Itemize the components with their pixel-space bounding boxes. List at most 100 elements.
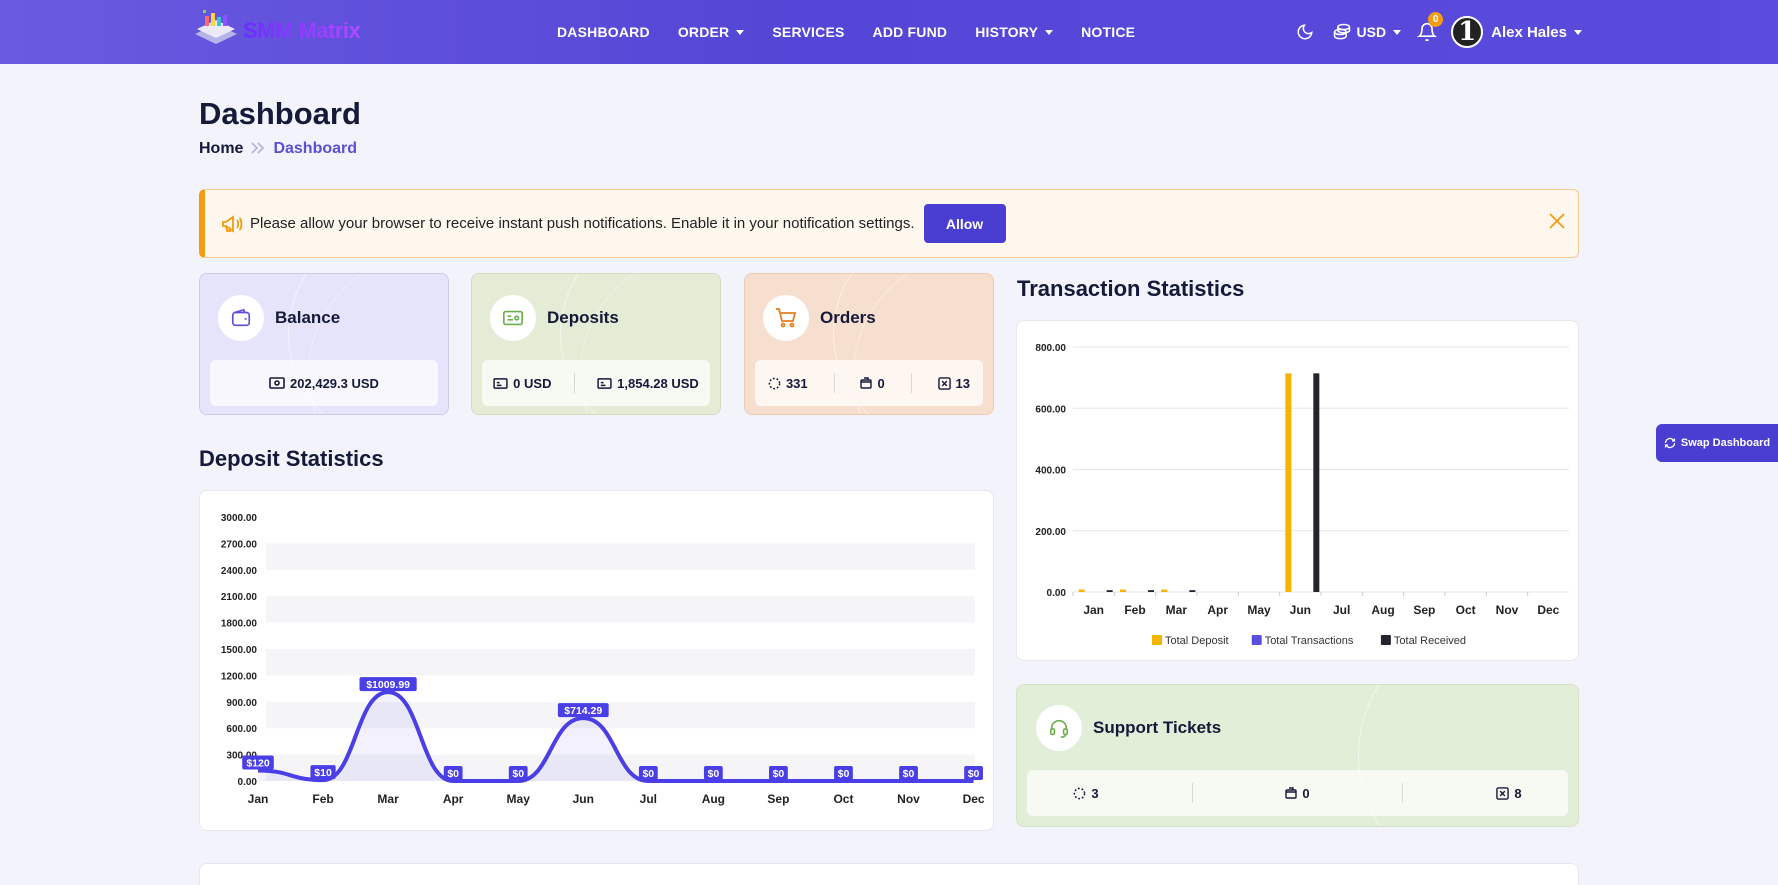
transaction-statistics-panel: 0.00 200.00 400.00 600.00 800.00 Jan Feb Mar Apr… xyxy=(1016,320,1579,661)
x-tick-label: Apr xyxy=(1207,603,1228,617)
x-tick-label: Feb xyxy=(312,792,333,806)
caret-down-icon xyxy=(1574,29,1582,35)
data-label-bg xyxy=(899,766,918,780)
x-tick-label: Sep xyxy=(767,792,789,806)
caret-down-icon xyxy=(1393,29,1402,35)
deposit-statistics-panel: 0.00 300.00 600.00 900.00 1200.00 1500.00 1800… xyxy=(199,490,994,831)
y-tick-label: 600.00 xyxy=(226,724,257,735)
money-bill-icon xyxy=(490,295,536,341)
data-label-bg xyxy=(310,765,336,780)
nav-dashboard[interactable]: DASHBOARD xyxy=(557,24,650,40)
x-tick-label: Jul xyxy=(640,792,657,806)
brand-name: SMM Matrix xyxy=(243,18,361,43)
brand-logo[interactable]: SMM Matrix xyxy=(193,10,361,52)
orders-title: Orders xyxy=(820,308,876,327)
data-label: $0 xyxy=(642,768,654,780)
box-icon xyxy=(1285,787,1298,799)
bar xyxy=(1285,373,1292,592)
data-label-bg xyxy=(359,677,417,692)
deposits-title: Deposits xyxy=(547,308,619,327)
caret-down-icon xyxy=(1045,29,1054,35)
y-tick-label: 2100.00 xyxy=(221,592,258,603)
nav-services[interactable]: SERVICES xyxy=(772,24,844,40)
swap-dashboard-button[interactable]: Swap Dashboard xyxy=(1656,424,1778,462)
currency-dropdown[interactable]: USD xyxy=(1332,22,1402,42)
x-tick-label: Feb xyxy=(1124,603,1145,617)
data-label: $10 xyxy=(314,767,332,779)
nav-label: HISTORY xyxy=(975,24,1039,40)
grid-band xyxy=(266,701,975,729)
data-label: $0 xyxy=(512,768,524,780)
data-label: $0 xyxy=(838,768,850,780)
main-menu: DASHBOARD ORDER SERVICES ADD FUND HISTOR… xyxy=(557,0,1163,64)
x-tick-label: Jan xyxy=(248,792,269,806)
bill-icon xyxy=(597,377,612,389)
spinner-icon xyxy=(768,377,781,389)
top-navbar: SMM Matrix DASHBOARD ORDER SERVICES ADD … xyxy=(0,0,1778,64)
y-tick-label: 2700.00 xyxy=(221,539,258,550)
nav-history[interactable]: HISTORY xyxy=(975,24,1054,40)
orders-pending: 331 xyxy=(785,375,808,391)
bill-icon xyxy=(493,377,508,389)
support-open: 3 xyxy=(1091,785,1099,801)
nav-notice[interactable]: NOTICE xyxy=(1081,24,1135,40)
legend-swatch xyxy=(1251,635,1262,645)
y-tick-label: 800.00 xyxy=(1035,343,1066,354)
nav-add-fund[interactable]: ADD FUND xyxy=(873,24,948,40)
data-label: $0 xyxy=(708,768,720,780)
orders-values: 331 0 13 xyxy=(755,360,983,406)
notifications-button[interactable]: 0 xyxy=(1417,12,1444,42)
y-tick-label: 900.00 xyxy=(226,698,257,709)
transaction-statistics-title: Transaction Statistics xyxy=(1017,276,1245,301)
x-square-icon xyxy=(1496,786,1510,800)
orders-cancelled: 13 xyxy=(955,375,970,391)
dark-mode-toggle[interactable] xyxy=(1296,23,1314,41)
x-tick-label: Oct xyxy=(1456,603,1476,617)
x-tick-label: Nov xyxy=(897,792,920,806)
notification-count-badge: 0 xyxy=(1428,12,1444,27)
balance-card: Balance 202,429.3 USD xyxy=(199,273,449,415)
x-tick-label: Mar xyxy=(1166,603,1188,617)
data-label-bg xyxy=(557,703,609,718)
nav-order[interactable]: ORDER xyxy=(678,24,745,40)
balance-amount: 202,429.3 USD xyxy=(290,375,379,391)
y-tick-label: 3000.00 xyxy=(221,513,258,524)
y-tick-label: 200.00 xyxy=(1035,527,1066,538)
bar xyxy=(1313,373,1320,592)
bar xyxy=(1078,589,1085,592)
data-label-bg xyxy=(242,755,274,770)
nav-label: ORDER xyxy=(677,24,730,40)
close-icon[interactable] xyxy=(1548,212,1566,235)
x-tick-label: Dec xyxy=(963,792,985,806)
x-tick-label: Mar xyxy=(377,792,399,806)
alert-message: Please allow your browser to receive ins… xyxy=(250,215,915,232)
x-tick-label: May xyxy=(507,792,531,806)
user-menu[interactable]: 1 Alex Hales xyxy=(1451,16,1582,48)
logo-icon xyxy=(195,10,237,44)
nav-label: SERVICES xyxy=(772,24,845,40)
transaction-statistics-chart: 0.00 200.00 400.00 600.00 800.00 Jan Feb Mar Apr… xyxy=(1035,343,1569,647)
allow-notifications-button[interactable]: Allow xyxy=(923,204,1006,243)
double-chevron-right-icon xyxy=(251,141,265,157)
box-icon xyxy=(860,377,873,389)
support-tickets-card: Support Tickets 3 0 8 xyxy=(1016,684,1579,827)
data-label-bg xyxy=(443,766,463,780)
breadcrumb-home-link[interactable]: Home xyxy=(199,140,244,157)
legend-label: Total Received xyxy=(1394,635,1466,647)
x-tick-label: Aug xyxy=(702,792,725,806)
avatar: 1 xyxy=(1451,16,1484,48)
legend-swatch xyxy=(1152,635,1162,645)
coins-icon xyxy=(1333,23,1350,40)
bell-icon xyxy=(1417,22,1438,42)
support-answered: 0 xyxy=(1302,785,1310,801)
swap-label: Swap Dashboard xyxy=(1680,437,1771,449)
data-label-bg xyxy=(769,766,788,780)
cash-icon xyxy=(269,377,285,389)
data-label: $0 xyxy=(903,768,915,780)
legend-swatch xyxy=(1380,635,1391,645)
push-notification-alert: Please allow your browser to receive ins… xyxy=(199,189,1579,258)
x-tick-label: Dec xyxy=(1537,603,1559,617)
deposit-value-1: 0 USD xyxy=(513,375,552,391)
moon-icon xyxy=(1297,24,1313,40)
y-tick-label: 400.00 xyxy=(1035,466,1066,477)
